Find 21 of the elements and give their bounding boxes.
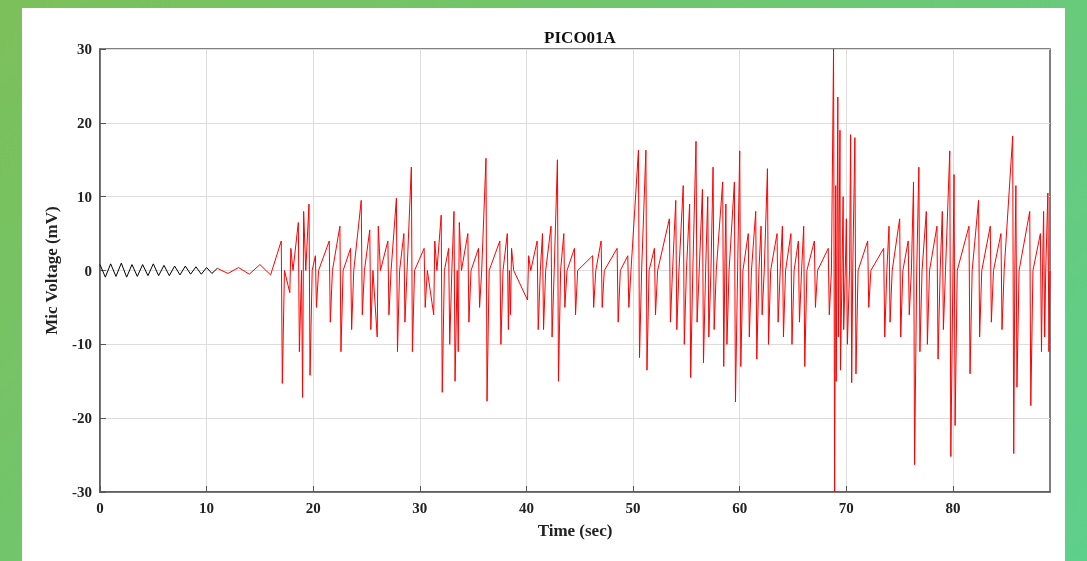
y-tick-label: -10 bbox=[72, 336, 92, 353]
x-tick-label: 30 bbox=[412, 499, 428, 516]
y-tick-label: 0 bbox=[84, 262, 92, 279]
x-tick-label: 60 bbox=[732, 499, 748, 516]
line-series bbox=[99, 262, 218, 278]
y-axis-title: Mic Voltage (mV) bbox=[42, 206, 61, 335]
x-tick-label: 40 bbox=[518, 499, 534, 516]
x-tick-label: 10 bbox=[199, 499, 215, 516]
x-tick-label: 20 bbox=[305, 499, 321, 516]
y-tick-label: -20 bbox=[72, 410, 92, 427]
x-tick-label: 0 bbox=[96, 499, 104, 516]
chart-title: PICO01A bbox=[544, 28, 617, 47]
x-tick-label: 70 bbox=[838, 499, 854, 516]
y-tick-label: 30 bbox=[77, 41, 92, 57]
x-tick-label: 80 bbox=[945, 499, 961, 516]
y-tick-label: 10 bbox=[77, 188, 92, 205]
y-tick-label: 20 bbox=[77, 114, 92, 131]
x-axis-title: Time (sec) bbox=[537, 521, 613, 540]
y-tick-label: -30 bbox=[72, 484, 92, 500]
line-series bbox=[216, 48, 1051, 493]
x-tick-label: 50 bbox=[625, 499, 641, 516]
